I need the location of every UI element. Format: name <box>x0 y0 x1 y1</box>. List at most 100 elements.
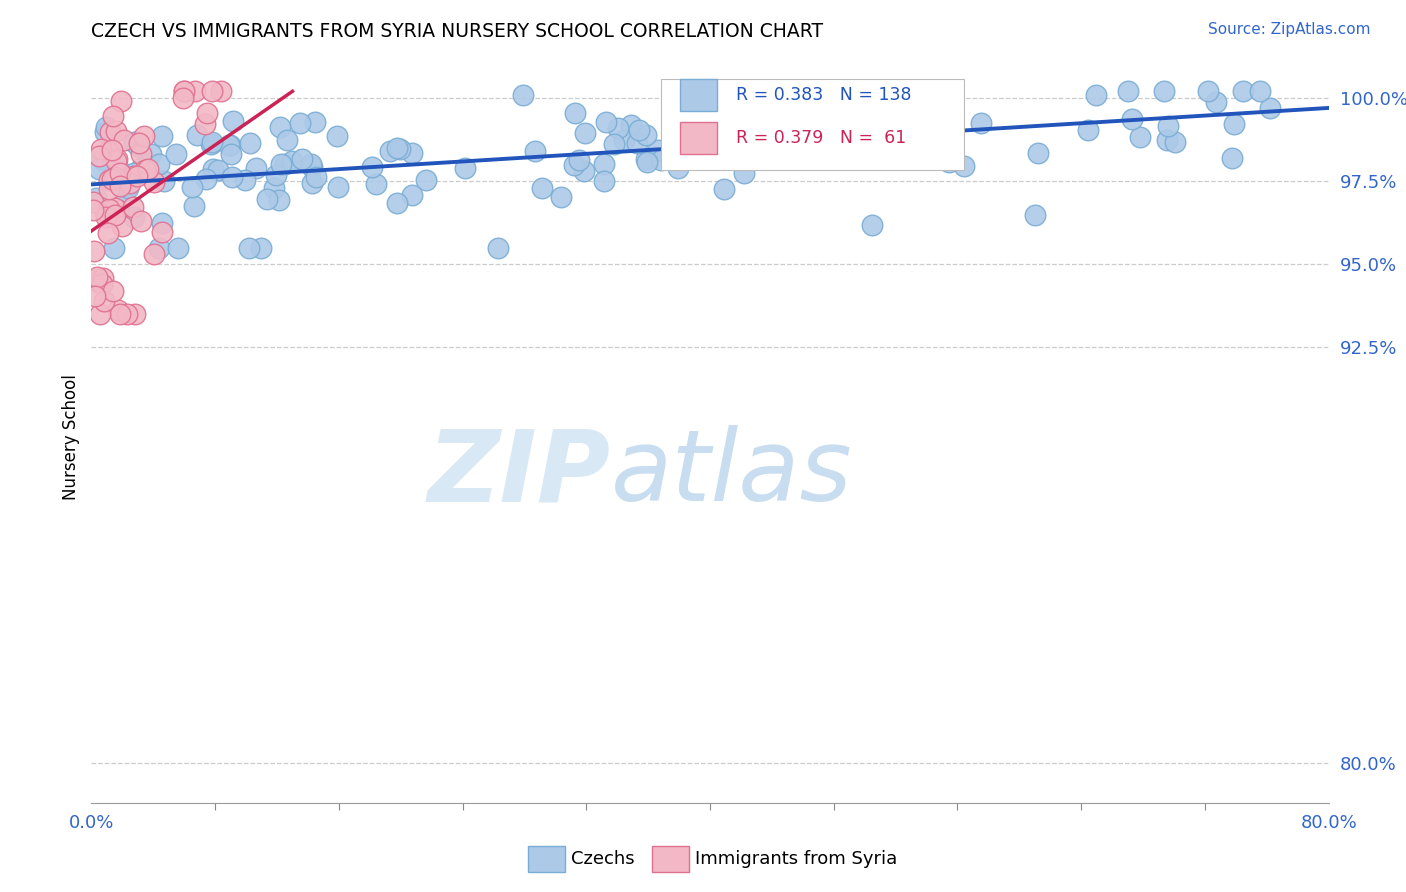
Point <box>626 136 648 150</box>
Point <box>104 208 127 222</box>
Point <box>524 144 547 158</box>
Point <box>263 180 285 194</box>
Point <box>380 144 402 158</box>
Text: Czechs: Czechs <box>571 850 636 868</box>
Point <box>607 120 630 135</box>
Point <box>108 307 131 321</box>
Point <box>201 135 224 149</box>
Point <box>103 241 125 255</box>
Point <box>104 124 127 138</box>
Point <box>82 194 104 209</box>
Point <box>105 153 128 168</box>
Point <box>82 203 104 218</box>
Point <box>693 122 716 136</box>
Point <box>117 170 139 185</box>
Point <box>562 158 585 172</box>
Point <box>115 307 138 321</box>
Point <box>634 152 657 166</box>
Point <box>595 114 617 128</box>
Point <box>195 171 218 186</box>
Point <box>180 180 202 194</box>
Point <box>1157 120 1180 134</box>
Point <box>101 143 124 157</box>
Point <box>1197 84 1219 98</box>
Point <box>671 112 693 126</box>
Text: R = 0.383   N = 138: R = 0.383 N = 138 <box>735 86 911 103</box>
Point <box>401 188 423 202</box>
Point <box>662 105 685 120</box>
Point <box>931 120 953 134</box>
Point <box>1116 84 1139 98</box>
Point <box>93 204 115 219</box>
Point <box>94 210 117 224</box>
Text: CZECH VS IMMIGRANTS FROM SYRIA NURSERY SCHOOL CORRELATION CHART: CZECH VS IMMIGRANTS FROM SYRIA NURSERY S… <box>91 22 824 41</box>
Point <box>1258 101 1281 115</box>
Point <box>108 166 131 180</box>
Point <box>288 116 311 130</box>
Point <box>90 142 112 156</box>
Point <box>193 118 215 132</box>
Point <box>165 147 187 161</box>
Point <box>167 241 190 255</box>
Point <box>401 146 423 161</box>
Y-axis label: Nursery School: Nursery School <box>62 374 80 500</box>
Point <box>250 241 273 255</box>
Point <box>264 168 287 182</box>
Point <box>512 88 534 103</box>
Point <box>305 170 328 185</box>
Text: ZIP: ZIP <box>427 425 612 522</box>
Point <box>1084 88 1107 103</box>
Point <box>1164 135 1187 149</box>
Point <box>150 216 173 230</box>
Point <box>91 152 114 166</box>
Point <box>568 153 591 167</box>
Point <box>860 218 883 232</box>
Point <box>83 244 105 258</box>
Point <box>782 109 804 123</box>
Point <box>1205 95 1227 109</box>
Point <box>269 120 291 135</box>
Point <box>136 161 159 176</box>
Point <box>143 247 166 261</box>
Point <box>89 162 111 177</box>
Point <box>789 148 811 162</box>
Point <box>763 141 786 155</box>
Point <box>209 84 232 98</box>
Point <box>97 227 120 241</box>
Point <box>328 180 350 194</box>
Point <box>84 191 107 205</box>
Point <box>117 181 139 195</box>
Point <box>83 273 105 287</box>
Point <box>270 157 292 171</box>
Point <box>574 164 596 178</box>
Point <box>486 241 509 255</box>
Point <box>143 175 166 189</box>
Point <box>183 199 205 213</box>
Point <box>172 91 194 105</box>
Point <box>619 118 641 132</box>
Point <box>186 128 208 142</box>
Point <box>245 161 267 175</box>
Point <box>301 157 323 171</box>
Point <box>1249 84 1271 98</box>
Point <box>108 164 131 178</box>
Point <box>150 225 173 239</box>
Point <box>938 155 960 169</box>
Point <box>713 182 735 196</box>
Point <box>107 303 129 318</box>
Point <box>647 143 669 157</box>
Point <box>122 165 145 179</box>
Point <box>385 141 408 155</box>
Point <box>201 84 224 98</box>
Point <box>195 105 218 120</box>
Point <box>1077 123 1099 137</box>
Point <box>148 241 170 255</box>
Point <box>239 136 262 150</box>
Point <box>184 84 207 98</box>
Point <box>685 111 707 125</box>
Point <box>101 171 124 186</box>
FancyBboxPatch shape <box>661 78 963 170</box>
Point <box>219 146 242 161</box>
Point <box>666 161 689 176</box>
Point <box>304 115 326 129</box>
